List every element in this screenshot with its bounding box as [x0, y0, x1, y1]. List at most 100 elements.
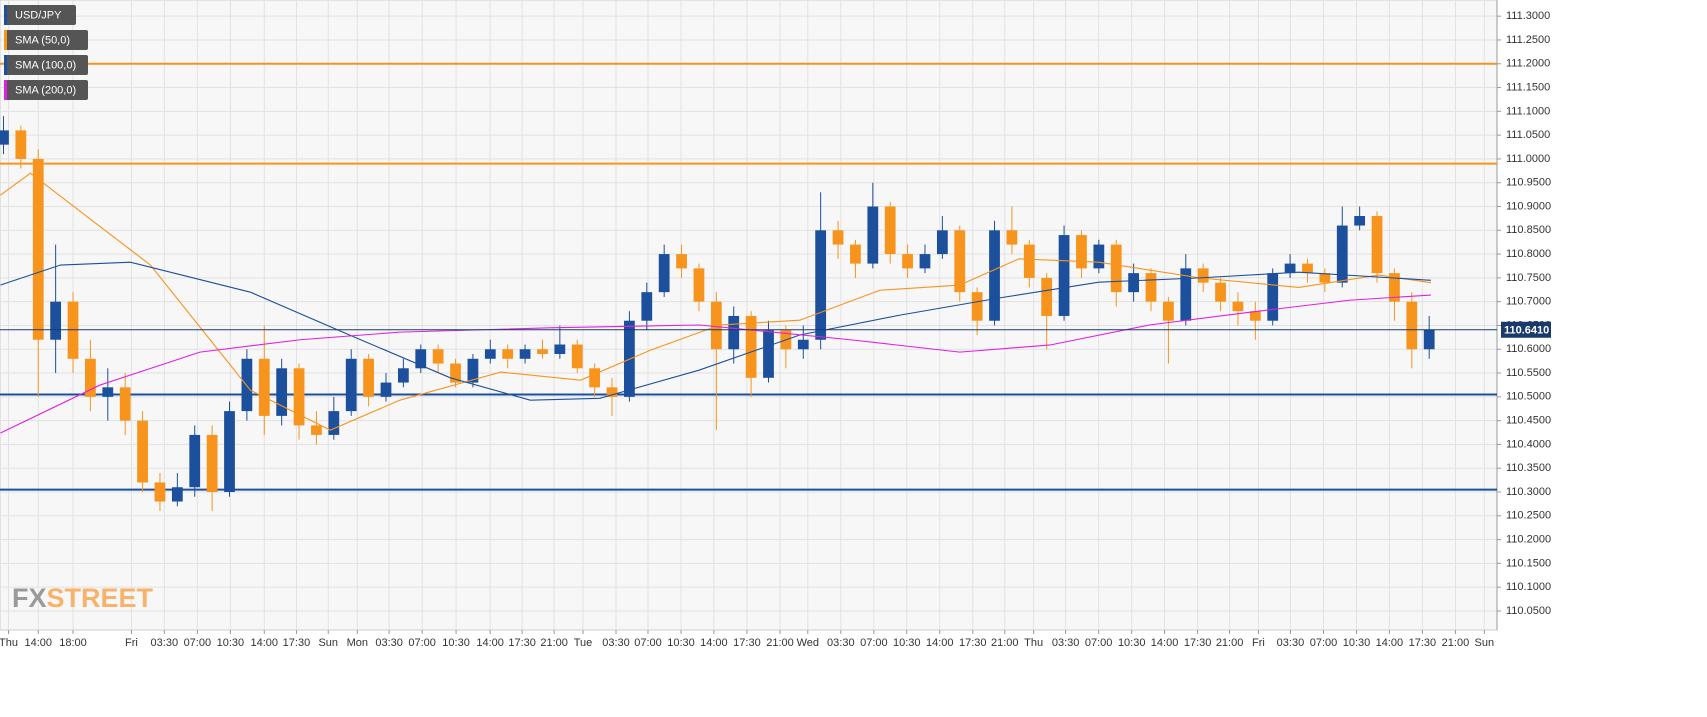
legend-swatch	[4, 80, 7, 100]
y-tick-label: 110.2000	[1506, 533, 1551, 545]
y-tick-label: 110.1000	[1506, 581, 1551, 593]
candle-body	[710, 301, 722, 350]
y-tick-label: 110.3000	[1506, 486, 1551, 498]
candle-body	[502, 349, 514, 359]
candle-body	[311, 425, 322, 435]
y-tick-label: 111.3000	[1506, 10, 1550, 22]
y-tick-label: 110.7000	[1506, 296, 1551, 308]
candle-body	[15, 130, 27, 159]
candle-body	[641, 292, 653, 321]
x-tick-label: Fri	[125, 637, 138, 649]
candle-body	[658, 254, 670, 293]
candle-body	[850, 244, 861, 264]
y-tick-label: 110.0500	[1506, 605, 1551, 617]
candle-body	[589, 368, 601, 388]
x-tick-label: 14:00	[1376, 637, 1404, 649]
candle-body	[1110, 244, 1122, 293]
candle-body	[189, 434, 201, 488]
x-tick-label: 10:30	[1343, 637, 1371, 649]
x-tick-label: 14:00	[700, 637, 728, 649]
candle-body	[171, 487, 183, 502]
x-tick-label: 10:30	[893, 637, 921, 649]
x-tick-label: 21:00	[766, 637, 794, 649]
y-tick-label: 111.0500	[1506, 129, 1550, 141]
candle-body	[293, 368, 305, 426]
candle-body	[119, 387, 131, 421]
x-tick-label: 14:00	[24, 637, 52, 649]
y-tick-label: 110.9000	[1506, 200, 1551, 212]
candle-body	[519, 349, 531, 359]
candle-body	[1389, 273, 1400, 302]
candle-body	[1180, 268, 1192, 321]
candle-body	[32, 158, 44, 340]
candle-body	[1423, 329, 1435, 350]
y-tick-label: 111.1000	[1506, 105, 1550, 117]
candle-body	[554, 344, 566, 355]
x-tick-label: 03:30	[1277, 637, 1305, 649]
candle-body	[1336, 225, 1348, 283]
x-tick-label: 21:00	[540, 637, 568, 649]
last-price-box	[1501, 321, 1551, 338]
candle-body	[484, 349, 496, 359]
sma-line	[0, 261, 1431, 401]
legend-label: USD/JPY	[15, 9, 62, 21]
y-tick-label: 110.9500	[1506, 177, 1551, 189]
legend-label: SMA (200,0)	[15, 84, 76, 96]
candle-body	[258, 358, 270, 416]
candle-body	[1267, 273, 1279, 321]
x-tick-label: Mon	[347, 637, 368, 649]
y-tick-label: 111.2000	[1506, 58, 1550, 70]
y-tick-label: 111.2500	[1506, 34, 1550, 46]
legend-box	[4, 80, 88, 100]
x-tick-label: 17:30	[733, 637, 761, 649]
x-tick-label: 17:30	[508, 637, 536, 649]
candle-body	[971, 292, 983, 321]
candle-body	[224, 411, 235, 493]
candle-body	[728, 315, 740, 350]
candle-body	[1371, 216, 1383, 274]
candle-body	[815, 230, 827, 340]
x-tick-label: 07:00	[860, 637, 888, 649]
candle-body	[85, 358, 96, 397]
legend-swatch	[4, 30, 7, 50]
legend-box	[4, 55, 88, 75]
candle-body	[0, 130, 9, 145]
legend-label: SMA (50,0)	[15, 34, 70, 46]
candle-body	[606, 387, 618, 397]
x-tick-label: 07:00	[1085, 637, 1113, 649]
candle-body	[154, 482, 166, 502]
candle-body	[450, 363, 461, 383]
legend-label: SMA (100,0)	[15, 59, 76, 71]
y-tick-label: 110.1500	[1506, 557, 1551, 569]
candle-body	[1093, 244, 1105, 269]
y-tick-label: 110.8500	[1506, 224, 1551, 236]
y-tick-label: 110.8000	[1506, 248, 1551, 260]
x-tick-label: 18:00	[59, 637, 87, 649]
candle-body	[363, 358, 374, 397]
x-tick-label: Wed	[797, 637, 819, 649]
x-tick-label: 03:30	[151, 637, 179, 649]
y-tick-label: 110.4000	[1506, 438, 1551, 450]
candle-body	[50, 301, 62, 340]
candle-body	[1163, 301, 1174, 321]
y-tick-label: 110.3500	[1506, 462, 1551, 474]
candle-body	[432, 349, 444, 364]
x-tick-label: 07:00	[634, 637, 662, 649]
x-tick-label: Tue	[574, 637, 593, 649]
x-tick-label: 10:30	[217, 637, 245, 649]
legend-box	[4, 5, 76, 25]
candle-body	[1197, 268, 1209, 283]
candle-body	[537, 349, 548, 355]
legend-swatch	[4, 5, 7, 25]
candle-body	[763, 330, 774, 378]
legend-box	[4, 30, 88, 50]
plot-area	[0, 0, 1498, 631]
candle-body	[1284, 263, 1296, 274]
candle-body	[102, 387, 114, 397]
candle-body	[397, 368, 409, 383]
watermark-street: STREET	[47, 583, 154, 613]
x-tick-label: 14:00	[1151, 637, 1179, 649]
x-tick-label: Sun	[1475, 637, 1495, 649]
x-tick-label: 03:30	[1052, 637, 1080, 649]
x-tick-label: 17:30	[283, 637, 311, 649]
